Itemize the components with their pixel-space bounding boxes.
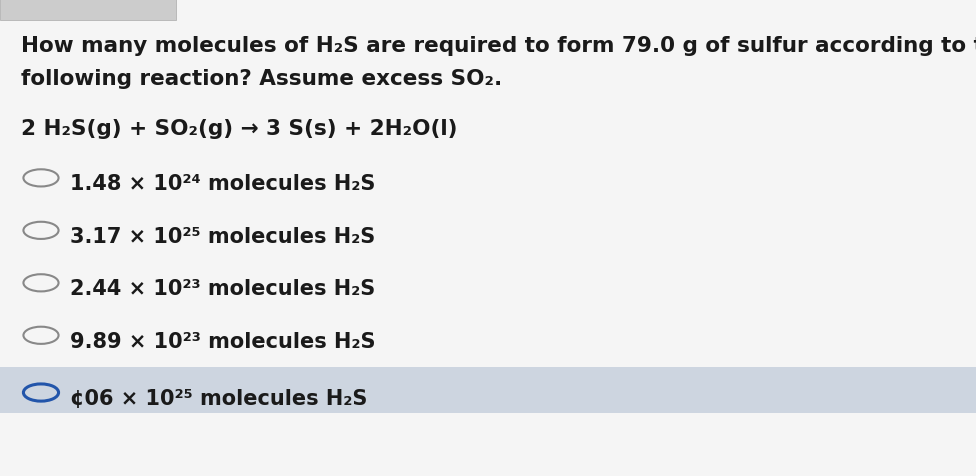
Text: How many molecules of H₂S are required to form 79.0 g of sulfur according to the: How many molecules of H₂S are required t…	[21, 36, 976, 56]
Text: 9.89 × 10²³ molecules H₂S: 9.89 × 10²³ molecules H₂S	[70, 331, 376, 351]
Text: 3.17 × 10²⁵ molecules H₂S: 3.17 × 10²⁵ molecules H₂S	[70, 226, 376, 246]
Text: 1.48 × 10²⁴ molecules H₂S: 1.48 × 10²⁴ molecules H₂S	[70, 174, 376, 194]
Text: 2 H₂S(g) + SO₂(g) → 3 S(s) + 2H₂O(l): 2 H₂S(g) + SO₂(g) → 3 S(s) + 2H₂O(l)	[21, 119, 458, 139]
Text: 2.44 × 10²³ molecules H₂S: 2.44 × 10²³ molecules H₂S	[70, 278, 376, 298]
Text: following reaction? Assume excess SO₂.: following reaction? Assume excess SO₂.	[21, 69, 503, 89]
FancyBboxPatch shape	[0, 367, 976, 413]
Text: ¢06 × 10²⁵ molecules H₂S: ¢06 × 10²⁵ molecules H₂S	[70, 388, 368, 408]
FancyBboxPatch shape	[0, 0, 176, 21]
